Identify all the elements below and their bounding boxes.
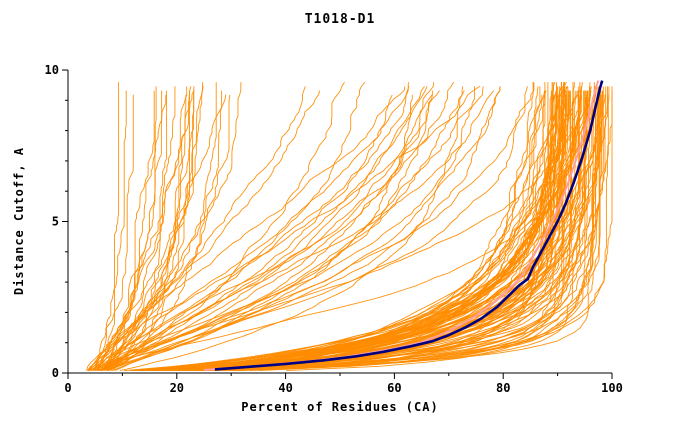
ensemble-curve (92, 81, 455, 371)
ensemble-curve (106, 94, 231, 371)
ensemble-curve (165, 86, 566, 372)
ensemble-curve (91, 90, 191, 371)
ensemble-curve (86, 90, 321, 371)
ensemble-curve (180, 86, 604, 372)
ensemble-curve (106, 90, 495, 371)
ensemble-curve (101, 86, 528, 371)
ensemble-curve (106, 86, 195, 371)
ensemble-curve (233, 86, 607, 372)
x-axis-label: Percent of Residues (CA) (241, 400, 439, 414)
ensemble-curve (110, 86, 428, 371)
ensemble-curve (111, 86, 501, 372)
chart-title: T1018-D1 (304, 12, 376, 27)
ensemble-curve (100, 94, 433, 372)
ensemble-curve (145, 86, 563, 372)
ensemble-curve (97, 86, 306, 371)
ensemble-curve (186, 86, 613, 372)
ensemble-curve (103, 86, 176, 371)
x-tick-label: 80 (496, 381, 510, 395)
ensemble-curve (101, 90, 195, 371)
ensemble-curve (96, 90, 440, 372)
ensemble-curve (223, 86, 600, 372)
y-tick-label: 10 (45, 63, 59, 77)
ensemble-curve (209, 90, 613, 372)
y-axis-label: Distance Cutoff, A (12, 146, 26, 296)
ensemble-curve (100, 86, 204, 372)
x-tick-label: 0 (64, 381, 71, 395)
ensemble-curve (146, 86, 559, 372)
ensemble-curve (100, 90, 465, 372)
x-tick-label: 40 (278, 381, 292, 395)
ensemble-curve (193, 90, 546, 372)
ensemble-curve (173, 86, 599, 372)
ensemble-curve (114, 86, 501, 372)
ensemble-curve (88, 82, 535, 372)
ensemble-curve (171, 90, 579, 372)
ensemble-curve (150, 90, 604, 372)
ensemble-curve (98, 86, 425, 372)
ensemble-curve (101, 94, 413, 372)
ensemble-curve (94, 82, 203, 371)
y-tick-label: 5 (52, 215, 59, 229)
ensemble-curve (151, 90, 581, 372)
ensemble-curve (186, 82, 546, 372)
x-tick-label: 20 (170, 381, 184, 395)
ensemble-curve (189, 82, 553, 372)
ensemble-curve (87, 82, 242, 371)
ensemble-curve (94, 86, 475, 371)
x-tick-label: 100 (601, 381, 623, 395)
ensemble-curve (94, 81, 345, 372)
x-tick-label: 60 (387, 381, 401, 395)
ensemble-curve (205, 90, 586, 372)
ensemble-curve (106, 86, 590, 371)
ensemble-curve (131, 90, 554, 372)
ensemble-curve (286, 82, 595, 372)
ensemble-curve (166, 94, 561, 372)
ensemble-curve (231, 94, 601, 372)
ensemble-curve (176, 82, 583, 372)
ensemble-curve (106, 86, 481, 371)
ensemble-curve (147, 86, 568, 372)
y-tick-label: 0 (52, 366, 59, 380)
ensemble-curve (137, 81, 556, 372)
ensemble-curve (97, 90, 223, 372)
ensemble-curve (104, 90, 155, 371)
ensemble-curve (88, 90, 127, 371)
ensemble-curve (90, 86, 406, 371)
ensemble-curve (143, 82, 549, 372)
ensemble-curve (259, 90, 599, 372)
ensemble-curve (87, 81, 366, 371)
ensemble-curve (113, 82, 409, 371)
ensemble-curve (162, 90, 545, 372)
ensemble-curve (86, 94, 134, 371)
ensemble-curve (135, 86, 582, 372)
ensemble-curve (92, 90, 433, 372)
highlight-curve (214, 80, 604, 371)
ensemble-curve (170, 90, 571, 372)
ensemble-curve (95, 94, 227, 371)
ensemble-curve (101, 86, 157, 371)
ensemble-curve (102, 82, 120, 371)
